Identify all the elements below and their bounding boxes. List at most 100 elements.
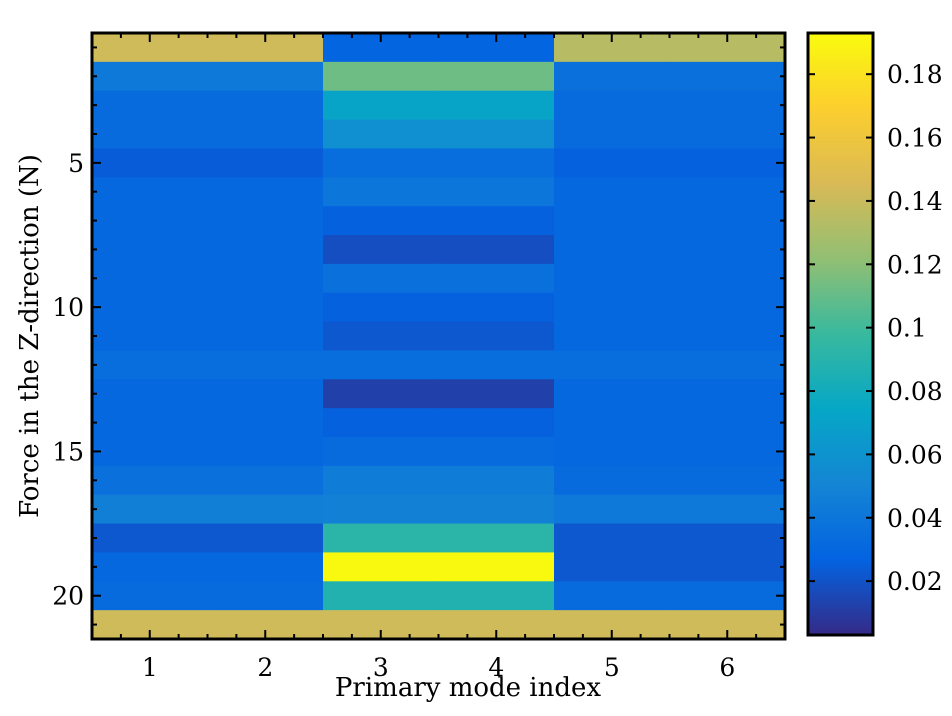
heatmap-cell — [323, 177, 440, 207]
x-tick-label: 5 — [604, 653, 620, 682]
x-tick-label: 3 — [373, 653, 389, 682]
colorbar-frame — [806, 31, 875, 637]
x-tick-label: 2 — [257, 653, 273, 682]
heatmap-cell — [438, 350, 555, 380]
heatmap-cell — [323, 581, 440, 611]
colorbar-tick-label: 0.04 — [887, 504, 943, 533]
heatmap-cell — [438, 292, 555, 323]
heatmap-cell — [554, 379, 671, 409]
heatmap-cell — [92, 465, 209, 496]
heatmap-cell — [323, 292, 440, 323]
heatmap-cell — [323, 552, 440, 582]
heatmap-cell — [438, 206, 555, 236]
heatmap-cell — [438, 465, 555, 496]
heatmap-cell — [554, 350, 671, 380]
heatmap-cell — [92, 235, 209, 265]
heatmap-cell — [323, 494, 440, 525]
heatmap-cell — [669, 523, 786, 554]
heatmap-cell — [438, 494, 555, 525]
heatmap-cell — [438, 90, 555, 121]
heatmap-cell — [92, 379, 209, 409]
heatmap-cell — [669, 119, 786, 150]
heatmap-cell — [669, 437, 786, 467]
heatmap-cell — [554, 119, 671, 150]
colorbar-tick-label: 0.14 — [887, 187, 943, 216]
y-tick-labels: 5 10 15 20 — [52, 149, 84, 611]
heatmap-cell — [323, 61, 440, 92]
heatmap-cell — [554, 465, 671, 496]
heatmap-cell — [438, 148, 555, 178]
colorbar-tick-label: 0.02 — [887, 567, 943, 596]
heatmap-cell — [207, 581, 324, 611]
heatmap-cell — [669, 379, 786, 409]
heatmap-cell — [554, 177, 671, 207]
heatmap-cell — [554, 321, 671, 352]
heatmap-cell — [669, 552, 786, 582]
heatmap-cell — [438, 321, 555, 352]
heatmap-cell — [92, 177, 209, 207]
heatmap-cell — [207, 379, 324, 409]
heatmap-cell — [92, 494, 209, 525]
heatmap-cell — [669, 235, 786, 265]
heatmap-cell — [207, 177, 324, 207]
heatmap-cell — [438, 119, 555, 150]
heatmap-cell — [207, 321, 324, 352]
x-tick-label: 6 — [719, 653, 735, 682]
heatmap-cell — [323, 350, 440, 380]
heatmap-cell — [92, 263, 209, 294]
x-axis-label: Primary mode index — [335, 673, 601, 703]
heatmap-cell — [207, 263, 324, 294]
heatmap-cell — [554, 263, 671, 294]
heatmap-cell — [669, 494, 786, 525]
y-tick-label: 5 — [68, 149, 84, 178]
heatmap-cell — [323, 523, 440, 554]
heatmap-cell — [554, 581, 671, 611]
heatmap-cell — [92, 321, 209, 352]
heatmap-cell — [438, 408, 555, 438]
y-tick-label: 20 — [52, 582, 84, 611]
heatmap-cell — [207, 119, 324, 150]
colorbar: 0.02 0.04 0.06 0.08 0.1 0.12 0.14 0.16 0.18 — [806, 31, 943, 637]
heatmap-cell — [669, 90, 786, 121]
heatmap-cell — [207, 292, 324, 323]
heatmap-cell — [669, 61, 786, 92]
heatmap-cell — [669, 148, 786, 178]
heatmap-cell — [92, 581, 209, 611]
heatmap-cell — [438, 379, 555, 409]
heatmap-cell — [207, 523, 324, 554]
heatmap-cell — [323, 119, 440, 150]
colorbar-tick-label: 0.16 — [887, 124, 943, 153]
heatmap-cell — [323, 263, 440, 294]
heatmap-cell — [669, 350, 786, 380]
heatmap-cell — [207, 552, 324, 582]
heatmap-cell — [554, 523, 671, 554]
heatmap-cell — [669, 321, 786, 352]
heatmap-cell — [207, 494, 324, 525]
heatmap-cell — [92, 90, 209, 121]
heatmap-cell — [92, 350, 209, 380]
heatmap-cell — [669, 177, 786, 207]
heatmap-cell — [323, 437, 440, 467]
heatmap-cell — [554, 408, 671, 438]
heatmap-cell — [207, 61, 324, 92]
heatmap-cell — [92, 148, 209, 178]
heatmap-cell — [92, 206, 209, 236]
heatmap-cell — [207, 235, 324, 265]
heatmap-cell — [207, 148, 324, 178]
heatmap-cell — [554, 61, 671, 92]
heatmap-cell — [323, 235, 440, 265]
heatmap-cell — [323, 408, 440, 438]
heatmap-cell — [554, 292, 671, 323]
heatmap-cell — [207, 408, 324, 438]
heatmap-cell — [554, 148, 671, 178]
heatmap-cell — [207, 437, 324, 467]
heatmap-cell — [438, 61, 555, 92]
heatmap-cell — [323, 379, 440, 409]
heatmap-cell — [669, 263, 786, 294]
heatmap-cell — [92, 408, 209, 438]
heatmap-cell — [207, 90, 324, 121]
colorbar-tick-label: 0.18 — [887, 60, 943, 89]
heatmap-cell — [669, 581, 786, 611]
heatmap-cell — [438, 552, 555, 582]
